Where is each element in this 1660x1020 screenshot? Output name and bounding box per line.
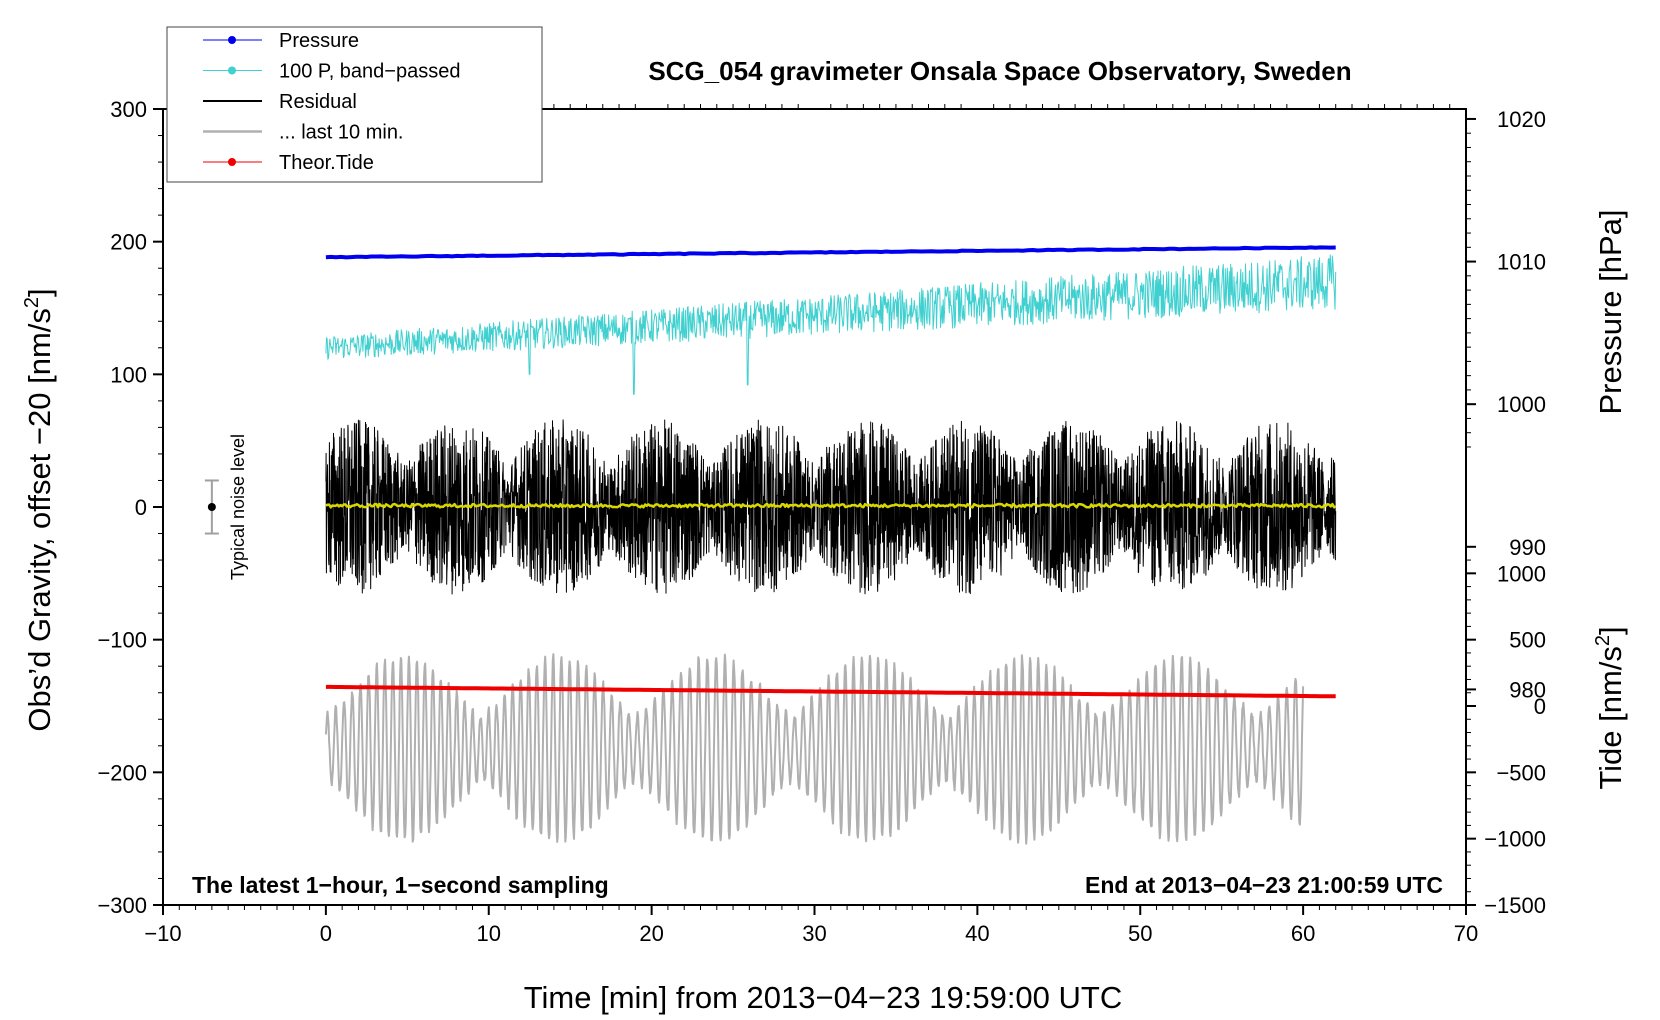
series-layer (324, 245, 1337, 845)
y-tick-label: 300 (110, 97, 147, 122)
annotation-bottom-left: The latest 1−hour, 1−second sampling (192, 872, 609, 898)
pressure-tick-label: 1020 (1497, 107, 1546, 132)
tide-tick-label: 1000 (1497, 561, 1546, 586)
x-tick-label: 10 (477, 921, 501, 946)
legend-label: Pressure (279, 30, 359, 52)
x-tick-label: 30 (802, 921, 826, 946)
y-tick-label: −300 (97, 893, 147, 918)
series-residual (325, 419, 1337, 595)
legend-label: 100 P, band−passed (279, 61, 460, 83)
tide-tick-label: 500 (1509, 628, 1546, 653)
annotation-bottom-right: End at 2013−04−23 21:00:59 UTC (1085, 872, 1443, 898)
x-tick-label: 50 (1128, 921, 1152, 946)
series-pressure (325, 245, 1336, 260)
x-axis: −10 0 10 20 30 40 50 60 70 (144, 104, 1478, 946)
x-tick-label: 0 (320, 921, 332, 946)
y-tick-label: −100 (97, 628, 147, 653)
legend: Pressure 100 P, band−passed Residual ... la… (166, 26, 543, 183)
tide-tick-label: 0 (1534, 694, 1546, 719)
series-band-passed-pressure (325, 254, 1337, 395)
legend-marker (228, 66, 236, 75)
tide-tick-label: −1500 (1484, 893, 1546, 918)
noise-label: Typical noise level (228, 434, 248, 580)
series-smoothed-residual (325, 502, 1337, 509)
x-tick-label: 60 (1291, 921, 1315, 946)
left-y-axis: −300 −200 −100 0 100 200 300 (97, 97, 163, 918)
legend-marker (228, 36, 236, 44)
x-tick-label: 20 (639, 921, 663, 946)
chart-title: SCG_054 gravimeter Onsala Space Observat… (648, 56, 1351, 86)
legend-label: Theor.Tide (279, 152, 374, 174)
pressure-tick-label: 990 (1509, 535, 1546, 560)
pressure-tick-label: 980 (1509, 677, 1546, 702)
series-theor-tide (325, 684, 1336, 699)
y-axis-title: Obs’d Gravity, offset −20 [nm/s2] (21, 288, 57, 731)
x-tick-label: −10 (144, 921, 181, 946)
tide-axis-title: Tide [nm/s2] (1592, 626, 1628, 789)
x-tick-label: 40 (965, 921, 989, 946)
legend-label: Residual (279, 91, 357, 113)
pressure-tick-label: 1010 (1497, 250, 1546, 275)
y-tick-label: −200 (97, 760, 147, 785)
x-axis-title: Time [min] from 2013−04−23 19:59:00 UTC (524, 980, 1123, 1015)
pressure-tick-label: 1000 (1497, 392, 1546, 417)
legend-marker (228, 158, 236, 166)
y-tick-label: 200 (110, 230, 147, 255)
y-tick-label: 100 (110, 362, 147, 387)
x-tick-label: 70 (1454, 921, 1478, 946)
pressure-axis-title: Pressure [hPa] (1593, 209, 1628, 414)
legend-label: ... last 10 min. (279, 122, 404, 144)
right-y-axis: 9809901000101010201030−1500−1000−5000500… (1466, 107, 1546, 918)
tide-tick-label: −500 (1496, 760, 1546, 785)
series-last-10-min (324, 653, 1305, 845)
y-tick-label: 0 (135, 495, 147, 520)
noise-center-dot (207, 503, 216, 511)
tide-tick-label: −1000 (1484, 827, 1546, 852)
legend-box (166, 26, 543, 183)
noise-marker: Typical noise level (204, 434, 248, 580)
